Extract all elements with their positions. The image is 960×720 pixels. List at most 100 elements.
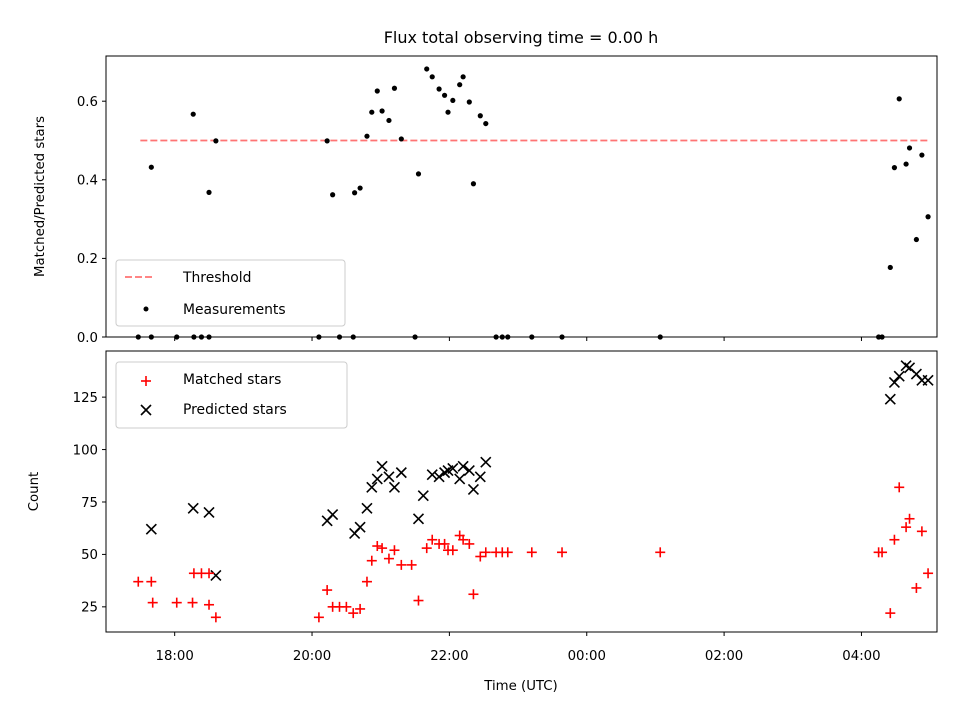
x-tick-label: 20:00 — [293, 649, 331, 664]
measurement-point — [436, 86, 442, 92]
measurement-point — [391, 85, 398, 91]
matched-stars-point — [475, 551, 486, 562]
predicted-stars-point — [395, 467, 407, 479]
matched-stars-point — [361, 576, 372, 587]
predicted-stroke — [439, 467, 451, 479]
predicted-stroke — [884, 393, 896, 405]
y-tick-label: 25 — [81, 601, 98, 616]
matched-stars-point — [204, 599, 215, 610]
x-tick-label: 04:00 — [842, 649, 880, 664]
predicted-stars-point — [888, 376, 900, 389]
predicted-stroke — [366, 481, 378, 493]
predicted-stars-point — [447, 462, 459, 474]
matched-stars-point — [146, 576, 157, 587]
y-tick-label: 75 — [81, 496, 98, 511]
predicted-stroke — [454, 473, 466, 485]
measurement-point — [190, 111, 196, 117]
predicted-stroke — [203, 506, 215, 519]
bottom-y-axis-label: Count — [27, 472, 42, 512]
y-tick-label: 100 — [73, 443, 98, 458]
matched-stars-point — [147, 597, 158, 608]
x-tick-label: 00:00 — [568, 649, 606, 664]
y-tick-label: 0.0 — [77, 331, 98, 346]
measurement-point — [424, 66, 430, 72]
predicted-stars-point — [361, 502, 373, 514]
measurement-point — [913, 236, 919, 243]
matched-stars-point — [383, 553, 394, 564]
matched-stars-point — [406, 559, 417, 570]
predicted-stars-point — [210, 569, 222, 581]
measurement-point — [441, 92, 448, 98]
top-legend: Threshold Measurements — [115, 259, 346, 327]
bottom-plot-area — [133, 360, 934, 623]
predicted-stars-point — [474, 471, 486, 483]
measurement-point — [369, 109, 375, 115]
measurement-point — [330, 192, 336, 198]
predicted-stars-point — [354, 521, 366, 533]
matched-stars-point — [421, 543, 432, 554]
measurement-point — [386, 117, 392, 124]
bottom-y-ticks: 25 50 75 100 125 — [73, 391, 106, 616]
matched-stars-point — [187, 597, 198, 608]
predicted-stroke — [388, 481, 401, 493]
bottom-panel: 25 50 75 100 125 Count 18:00 20:00 22:00 00:00 0… — [27, 337, 938, 694]
measurement-point — [466, 99, 472, 105]
measurement-point — [148, 164, 154, 170]
y-tick-label: 0.6 — [77, 95, 98, 110]
matched-stars-point — [557, 547, 568, 558]
measurement-point — [457, 82, 463, 88]
matched-stars-point — [468, 589, 479, 600]
predicted-stars-point — [412, 513, 425, 525]
measurement-point — [906, 145, 913, 151]
measurement-point — [374, 88, 380, 94]
predicted-stars-point — [893, 370, 905, 382]
measurement-point — [352, 190, 358, 196]
measurement-point — [445, 109, 451, 115]
matched-stars-point — [916, 526, 927, 537]
predicted-stroke — [474, 471, 486, 483]
top-legend-box — [115, 259, 346, 327]
predicted-stroke — [361, 502, 373, 514]
predicted-stroke — [376, 460, 388, 472]
bottom-legend-box — [115, 361, 348, 429]
measurement-point — [477, 113, 483, 119]
measurement-point — [450, 97, 456, 104]
predicted-stars-point — [187, 502, 199, 514]
measurement-point — [483, 120, 489, 127]
measurement-point — [887, 264, 893, 271]
top-axes-frame — [105, 55, 938, 338]
matched-stars-point — [204, 568, 215, 579]
matched-stars-point — [377, 543, 388, 554]
measurement-point — [398, 136, 404, 142]
predicted-stroke — [145, 523, 157, 535]
matched-stars-point — [447, 545, 458, 556]
predicted-stroke — [426, 469, 438, 481]
matched-legend-label: Matched stars — [183, 372, 281, 388]
matched-stars-point — [901, 522, 912, 533]
predicted-stars-point — [203, 506, 215, 519]
measurement-point — [357, 185, 363, 191]
chart-title: Flux total observing time = 0.00 h — [384, 28, 659, 47]
predicted-stroke — [210, 569, 222, 581]
predicted-stars-point — [371, 473, 383, 485]
matched-stars-point — [389, 545, 400, 556]
predicted-stroke — [903, 362, 916, 374]
predicted-stars-point — [480, 456, 492, 468]
measurement-point — [415, 171, 422, 177]
predicted-stroke — [327, 509, 339, 521]
matched-stars-point — [366, 555, 377, 566]
matched-stars-point — [355, 603, 366, 614]
predicted-stars-point — [426, 469, 438, 481]
predicted-stroke — [480, 456, 492, 468]
measurement-point — [324, 138, 330, 144]
matched-stars-point — [396, 559, 407, 570]
predicted-stroke — [463, 464, 475, 477]
matched-stars-point — [526, 547, 537, 558]
matched-stars-point — [171, 597, 182, 608]
matched-stars-point — [348, 608, 359, 619]
threshold-legend-label: Threshold — [182, 270, 251, 286]
predicted-stroke — [371, 473, 383, 485]
measurement-point — [213, 138, 219, 144]
predicted-legend-marker — [140, 404, 152, 416]
predicted-stroke — [433, 471, 445, 483]
